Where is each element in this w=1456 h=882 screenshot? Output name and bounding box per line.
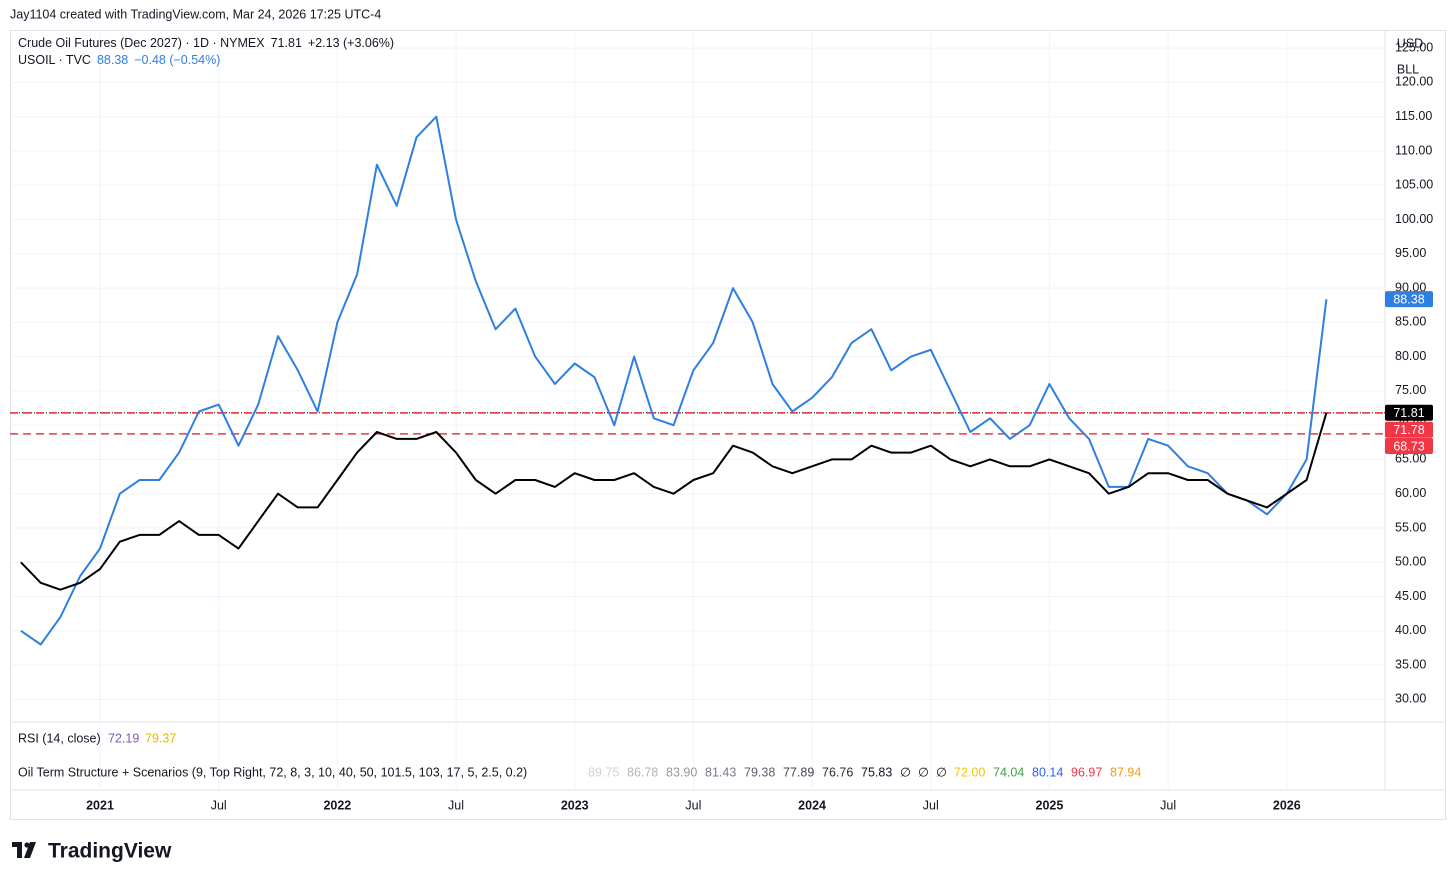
credit: Jay1104 created with TradingView.com, Ma…	[10, 7, 381, 21]
price-marker	[1385, 404, 1433, 421]
y-tick-label: 115.00	[1395, 109, 1432, 123]
y-tick-label: 120.00	[1395, 75, 1433, 89]
y-tick-label: 90.00	[1395, 280, 1426, 294]
x-tick-label: 2025	[1036, 798, 1064, 812]
x-tick-label: Jul	[1160, 798, 1176, 812]
indicator-reading: 79.37	[145, 731, 176, 745]
y-tick-label: 80.00	[1395, 349, 1426, 363]
currency: USD	[1397, 36, 1423, 50]
indicator-reading: ∅	[918, 765, 929, 779]
legend-last: 71.81	[271, 36, 302, 50]
indicator-reading: 75.83	[861, 765, 892, 779]
indicator-reading: 89.75	[588, 765, 619, 779]
indicator-reading: 81.43	[705, 765, 736, 779]
y-tick-label: 50.00	[1395, 555, 1426, 569]
price-marker-label: 71.81	[1393, 406, 1424, 420]
y-tick-label: 45.00	[1395, 589, 1426, 603]
brand: TradingView	[48, 840, 172, 863]
legend-entry: Crude Oil Futures (Dec 2027) · 1D · NYME…	[18, 36, 394, 50]
series-line	[20, 115, 1328, 646]
price-marker	[1385, 291, 1433, 308]
indicator-reading: ∅	[900, 765, 911, 779]
y-tick-label: 110.00	[1395, 143, 1432, 157]
price-marker-label: 68.73	[1393, 439, 1424, 453]
price-marker-label: 88.38	[1393, 292, 1424, 306]
indicator-reading: 96.97	[1071, 765, 1102, 779]
price-marker-label: 71.78	[1393, 423, 1424, 437]
legend-change: +2.13 (+3.06%)	[308, 36, 394, 50]
x-tick-label: 2026	[1273, 798, 1301, 812]
indicator-reading: 72.19	[108, 731, 139, 745]
indicator-reading: 74.04	[993, 765, 1024, 779]
y-tick-label: 55.00	[1395, 520, 1426, 534]
logo: TradingView	[12, 840, 172, 863]
indicator-reading: 80.14	[1032, 765, 1063, 779]
y-tick-label: 100.00	[1395, 212, 1433, 226]
y-tick-label: 105.00	[1395, 178, 1433, 192]
legend-name: Crude Oil Futures (Dec 2027) · 1D · NYME…	[18, 36, 265, 50]
price-marker	[1385, 421, 1433, 438]
y-tick-label: 75.00	[1395, 383, 1426, 397]
y-tick-label: 30.00	[1395, 692, 1426, 706]
legend-last: 88.38	[97, 53, 128, 67]
indicator-reading: 72.00	[954, 765, 985, 779]
x-tick-label: Jul	[211, 798, 227, 812]
legend-entry: USOIL · TVC 88.38 −0.48 (−0.54%)	[18, 53, 220, 67]
unit: BLL	[1397, 62, 1419, 76]
x-tick-label: 2024	[798, 798, 826, 812]
y-tick-label: 60.00	[1395, 486, 1426, 500]
x-tick-label: Jul	[448, 798, 464, 812]
x-tick-label: 2022	[323, 798, 351, 812]
indicator-reading: ∅	[936, 765, 947, 779]
indicator-name: RSI (14, close)	[18, 731, 101, 745]
y-tick-label: 35.00	[1395, 657, 1426, 671]
y-tick-label: 95.00	[1395, 246, 1426, 260]
indicator-reading: 76.76	[822, 765, 853, 779]
x-tick-label: 2023	[561, 798, 589, 812]
indicator-name: Oil Term Structure + Scenarios (9, Top R…	[18, 765, 527, 779]
indicator-reading: 77.89	[783, 765, 814, 779]
indicator-reading: 83.90	[666, 765, 697, 779]
price-marker	[1385, 437, 1433, 454]
legend-change: −0.48 (−0.54%)	[134, 53, 220, 67]
series-line	[20, 412, 1328, 591]
indicator-reading: 87.94	[1110, 765, 1141, 779]
y-tick-label: 125.00	[1395, 40, 1433, 54]
y-tick-label: 40.00	[1395, 623, 1426, 637]
indicator-reading: 79.38	[744, 765, 775, 779]
indicator-reading: 86.78	[627, 765, 658, 779]
x-tick-label: Jul	[685, 798, 701, 812]
y-tick-label: 65.00	[1395, 452, 1426, 466]
x-tick-label: 2021	[86, 798, 114, 812]
legend-name: USOIL · TVC	[18, 53, 91, 67]
y-tick-label: 85.00	[1395, 315, 1426, 329]
logo-icon	[12, 842, 36, 858]
logo-dot	[24, 842, 30, 848]
x-tick-label: Jul	[923, 798, 939, 812]
